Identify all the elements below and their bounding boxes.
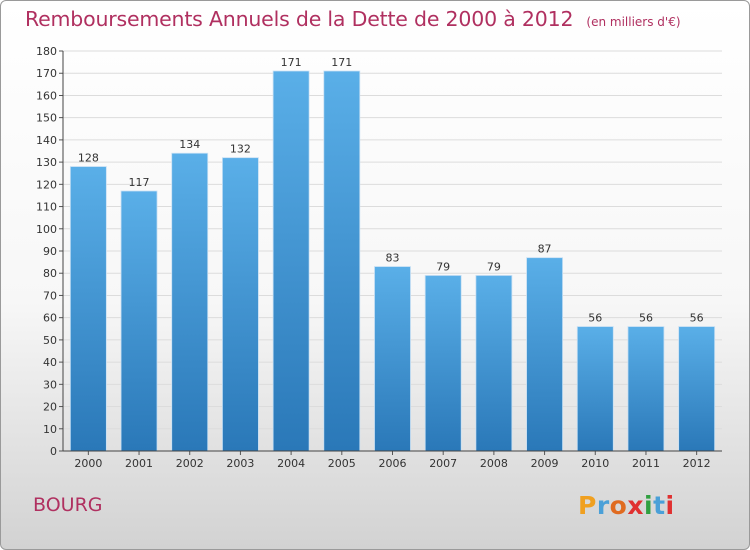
bar-value-label: 56: [588, 312, 602, 325]
bars: 128 117 134 132 171 171 83 79 79 87 56 56 56: [69, 56, 716, 452]
bar-value-label: 79: [436, 260, 450, 273]
x-tick-label: 2008: [480, 457, 508, 470]
chart-subtitle: (en milliers d'€): [586, 15, 681, 29]
x-tick-label: 2004: [277, 457, 305, 470]
y-tick-label: 130: [36, 156, 57, 169]
x-tick-label: 2000: [74, 457, 102, 470]
logo-letter: P: [578, 491, 597, 520]
y-tick-label: 80: [43, 267, 57, 280]
x-tick-label: 2010: [581, 457, 609, 470]
y-tick-label: 90: [43, 245, 57, 258]
bar: [120, 190, 158, 452]
y-tick-label: 30: [43, 378, 57, 391]
x-tick-label: 2001: [125, 457, 153, 470]
x-tick-label: 2009: [531, 457, 559, 470]
y-tick-label: 10: [43, 423, 57, 436]
bar-value-label: 132: [230, 143, 251, 156]
bar: [323, 70, 361, 452]
bar-value-label: 83: [386, 252, 400, 265]
logo-letter: i: [665, 491, 675, 520]
x-tick-label: 2011: [632, 457, 660, 470]
y-tick-label: 150: [36, 112, 57, 125]
bar: [171, 152, 209, 452]
bar-value-label: 117: [129, 176, 150, 189]
axes: 0 10 20 30 40 50 60 70 80 90 100 110 120 130 140 150 160…: [36, 45, 722, 470]
logo-letter: o: [609, 491, 628, 520]
bar: [475, 275, 513, 452]
x-tick-label: 2006: [379, 457, 407, 470]
y-tick-label: 0: [50, 445, 57, 458]
chart-title: Remboursements Annuels de la Dette de 20…: [25, 7, 574, 31]
y-tick-label: 180: [36, 45, 57, 58]
y-tick-label: 100: [36, 223, 57, 236]
x-tick-label: 2005: [328, 457, 356, 470]
y-tick-label: 120: [36, 178, 57, 191]
title-row: Remboursements Annuels de la Dette de 20…: [25, 7, 681, 31]
bar: [222, 157, 259, 452]
bar-chart: 128 117 134 132 171 171 83 79 79 87 56 56 56 0 10 20 30…: [36, 45, 722, 470]
y-tick-label: 160: [36, 89, 57, 102]
bar-value-label: 56: [690, 312, 704, 325]
logo-letter: i: [644, 491, 654, 520]
bar: [678, 326, 716, 452]
logo-letter: x: [627, 491, 644, 520]
commune-name: BOURG: [33, 494, 103, 516]
bar-value-label: 134: [179, 138, 200, 151]
bar: [424, 275, 462, 452]
x-tick-label: 2012: [683, 457, 711, 470]
y-tick-label: 170: [36, 67, 57, 80]
y-tick-label: 50: [43, 334, 57, 347]
logo-letter: t: [653, 491, 666, 520]
y-tick-label: 40: [43, 356, 57, 369]
x-tick-label: 2002: [176, 457, 204, 470]
x-tick-label: 2007: [429, 457, 457, 470]
bar: [627, 326, 665, 452]
y-tick-label: 70: [43, 289, 57, 302]
bar-value-label: 128: [78, 152, 99, 165]
bar-value-label: 79: [487, 260, 501, 273]
bar: [374, 266, 411, 452]
bar-value-label: 87: [538, 243, 552, 256]
bar: [576, 326, 614, 452]
y-tick-label: 140: [36, 134, 57, 147]
bar-value-label: 171: [281, 56, 302, 69]
bar-value-label: 56: [639, 312, 653, 325]
y-tick-label: 20: [43, 401, 57, 414]
bar: [272, 70, 310, 452]
bar-value-label: 171: [331, 56, 352, 69]
bar: [69, 166, 107, 452]
bar: [526, 257, 563, 452]
y-tick-label: 110: [36, 201, 57, 214]
y-tick-label: 60: [43, 312, 57, 325]
proxiti-logo: Proxiti: [578, 491, 675, 520]
x-tick-label: 2003: [226, 457, 254, 470]
logo-letter: r: [596, 491, 610, 520]
